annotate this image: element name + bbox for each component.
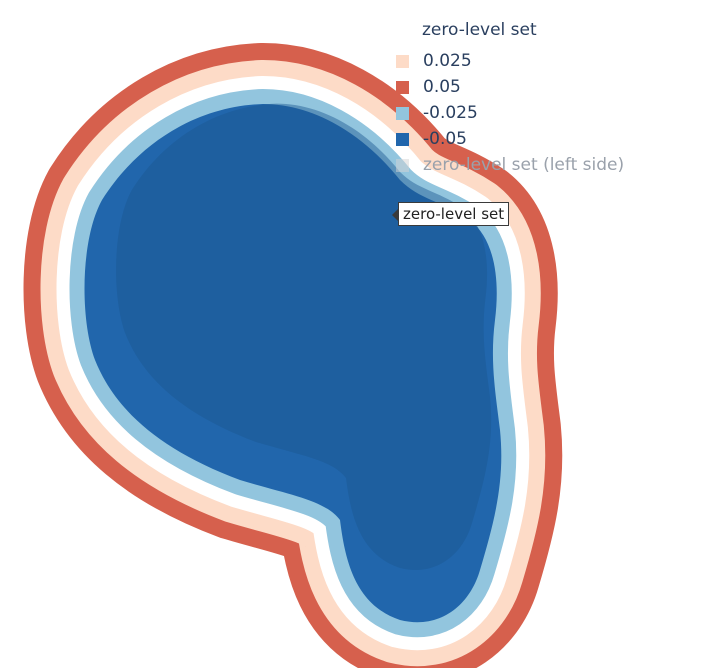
legend-swatch xyxy=(396,80,409,94)
legend-label: -0.025 xyxy=(423,103,478,123)
legend-title: zero-level set xyxy=(422,20,537,40)
legend-label: 0.025 xyxy=(423,51,472,71)
legend-swatch xyxy=(396,158,409,172)
legend: zero-level set 0.025 0.05 -0.025 -0.05 zero-… xyxy=(392,20,624,178)
legend-swatch xyxy=(396,132,409,146)
legend-label: zero-level set (left side) xyxy=(423,155,625,175)
tooltip-arrow xyxy=(392,208,399,222)
legend-label: 0.05 xyxy=(423,77,461,97)
legend-item[interactable]: 0.025 xyxy=(392,48,624,74)
legend-swatch xyxy=(396,54,409,68)
legend-label: -0.05 xyxy=(423,129,467,149)
legend-swatch xyxy=(396,106,409,120)
legend-item[interactable]: zero-level set (left side) xyxy=(392,152,624,178)
legend-item[interactable]: -0.05 xyxy=(392,126,624,152)
tooltip-label: zero-level set xyxy=(398,202,510,226)
legend-item[interactable]: -0.025 xyxy=(392,100,624,126)
legend-item[interactable]: 0.05 xyxy=(392,74,624,100)
